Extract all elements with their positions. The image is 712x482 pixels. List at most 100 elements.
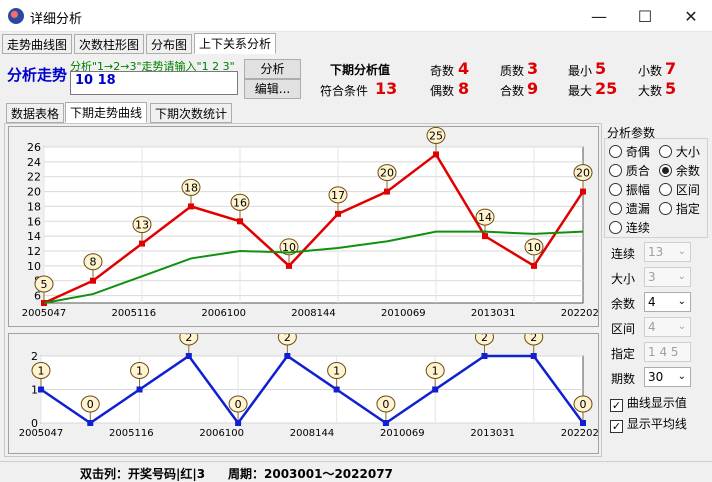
maximize-icon[interactable]: ☐ <box>637 6 653 26</box>
data-label: 0 <box>580 398 587 411</box>
field-value: 4 <box>648 320 656 334</box>
data-point <box>433 151 439 158</box>
data-label: 20 <box>576 167 590 180</box>
analysis-input[interactable]: 10 18 <box>70 71 238 95</box>
field-label: 期数 <box>611 372 636 386</box>
tab-relation-analysis[interactable]: 上下关系分析 <box>194 33 277 54</box>
data-label-badge <box>83 253 103 271</box>
radio-option[interactable]: 区间 <box>659 181 700 198</box>
chevron-down-icon: ⌄ <box>677 321 686 332</box>
radio-label: 质合 <box>622 164 650 178</box>
tab-data-table[interactable]: 数据表格 <box>6 103 65 123</box>
tab-count-bar[interactable]: 次数柱形图 <box>74 34 145 54</box>
y-tick-label: 2 <box>31 350 38 363</box>
chevron-down-icon: ⌄ <box>677 271 686 282</box>
data-label-badge <box>34 275 54 293</box>
checkmark-icon[interactable]: ✓ <box>610 420 623 433</box>
data-point <box>188 203 194 210</box>
y-tick-label: 18 <box>27 200 41 213</box>
data-label: 8 <box>90 256 97 269</box>
stat-value: 5 <box>665 79 677 98</box>
radio-circle-icon[interactable] <box>659 202 672 215</box>
radio-circle-icon[interactable] <box>609 145 622 158</box>
radio-circle-icon[interactable] <box>659 164 672 177</box>
data-point <box>481 353 488 359</box>
field-value: 1 4 5 <box>648 345 679 359</box>
radio-option[interactable]: 大小 <box>659 143 700 160</box>
field-select: 4 ⌄ <box>644 317 691 337</box>
stat-label: 偶数 <box>430 84 455 98</box>
data-label: 0 <box>382 398 389 411</box>
field-value: 4 <box>648 295 656 309</box>
radio-label: 遗漏 <box>622 202 650 216</box>
tab-distribution[interactable]: 分布图 <box>146 34 193 54</box>
radio-circle-icon[interactable] <box>659 145 672 158</box>
next-period-label: 下期分析值 <box>330 63 391 77</box>
minimize-icon[interactable]: — <box>591 6 607 26</box>
stat-value: 25 <box>595 79 618 98</box>
y-tick-label: 14 <box>27 230 41 243</box>
y-tick-label: 22 <box>27 171 41 184</box>
data-label: 10 <box>282 241 296 254</box>
tab-next-trend[interactable]: 下期走势曲线 <box>65 102 148 123</box>
radio-circle-icon[interactable] <box>659 183 672 196</box>
radio-circle-icon[interactable] <box>609 183 622 196</box>
radio-option[interactable]: 质合 <box>609 162 650 179</box>
data-label: 2 <box>530 334 537 344</box>
radio-option[interactable]: 奇偶 <box>609 143 650 160</box>
field-label: 区间 <box>611 322 636 336</box>
radio-circle-icon[interactable] <box>609 202 622 215</box>
data-label: 17 <box>331 189 345 202</box>
field-select: 1 4 5 <box>644 342 691 362</box>
field-select[interactable]: 30 ⌄ <box>644 367 691 387</box>
y-tick-label: 1 <box>31 384 38 397</box>
radio-circle-icon[interactable] <box>609 164 622 177</box>
x-tick-label: 2005047 <box>22 308 67 319</box>
checkbox-option[interactable]: ✓ 曲线显示值 <box>610 394 687 412</box>
stat-value: 3 <box>527 59 539 78</box>
field-select[interactable]: 4 ⌄ <box>644 292 691 312</box>
stat-label: 大数 <box>638 84 663 98</box>
radio-option[interactable]: 连续 <box>609 219 650 236</box>
data-label: 1 <box>333 365 340 378</box>
analysis-heading: 分析走势 <box>7 66 68 84</box>
display-options: ✓ 曲线显示值 ✓ 显示平均线 <box>610 394 710 438</box>
x-tick-label: 2013031 <box>471 308 516 319</box>
checkbox-option[interactable]: ✓ 显示平均线 <box>610 415 687 433</box>
data-point <box>333 386 340 393</box>
y-tick-label: 10 <box>27 260 41 273</box>
radio-option[interactable]: 指定 <box>659 200 700 217</box>
x-tick-label: 2010069 <box>381 308 426 319</box>
y-tick-label: 24 <box>27 156 41 169</box>
data-label: 1 <box>136 365 143 378</box>
window-title: 详细分析 <box>30 12 83 27</box>
radio-option[interactable]: 振幅 <box>609 181 650 198</box>
data-label: 2 <box>481 334 488 344</box>
data-point <box>87 420 94 426</box>
field-select: 13 ⌄ <box>644 242 691 262</box>
analyze-button[interactable]: 分析 <box>244 59 301 79</box>
data-point <box>185 353 192 359</box>
x-tick-label: 2006100 <box>201 308 246 319</box>
close-icon[interactable]: ✕ <box>684 6 698 26</box>
title-bar: 详细分析 — ☐ ✕ <box>0 0 712 32</box>
data-label-badge <box>130 362 150 379</box>
top-line-chart: 6810121416182022242620050472005116200610… <box>22 126 605 319</box>
stat-value: 8 <box>458 79 470 98</box>
data-label: 13 <box>135 219 149 232</box>
tab-next-count[interactable]: 下期次数统计 <box>150 103 233 123</box>
radio-option[interactable]: 遗漏 <box>609 200 650 217</box>
data-label-badge <box>475 208 495 226</box>
x-tick-label: 2013031 <box>470 428 515 439</box>
radio-option[interactable]: 余数 <box>659 162 700 179</box>
data-label-badge <box>132 216 152 234</box>
edit-button[interactable]: 编辑... <box>244 79 301 99</box>
data-label-badge <box>31 362 51 379</box>
analysis-hint: 分析"1→2→3"走势请输入"1 2 3" <box>70 60 235 73</box>
data-label: 2 <box>284 334 291 344</box>
data-label-badge <box>230 193 250 211</box>
radio-circle-icon[interactable] <box>609 221 622 234</box>
tab-trend-curve[interactable]: 走势曲线图 <box>2 34 73 54</box>
checkmark-icon[interactable]: ✓ <box>610 399 623 412</box>
